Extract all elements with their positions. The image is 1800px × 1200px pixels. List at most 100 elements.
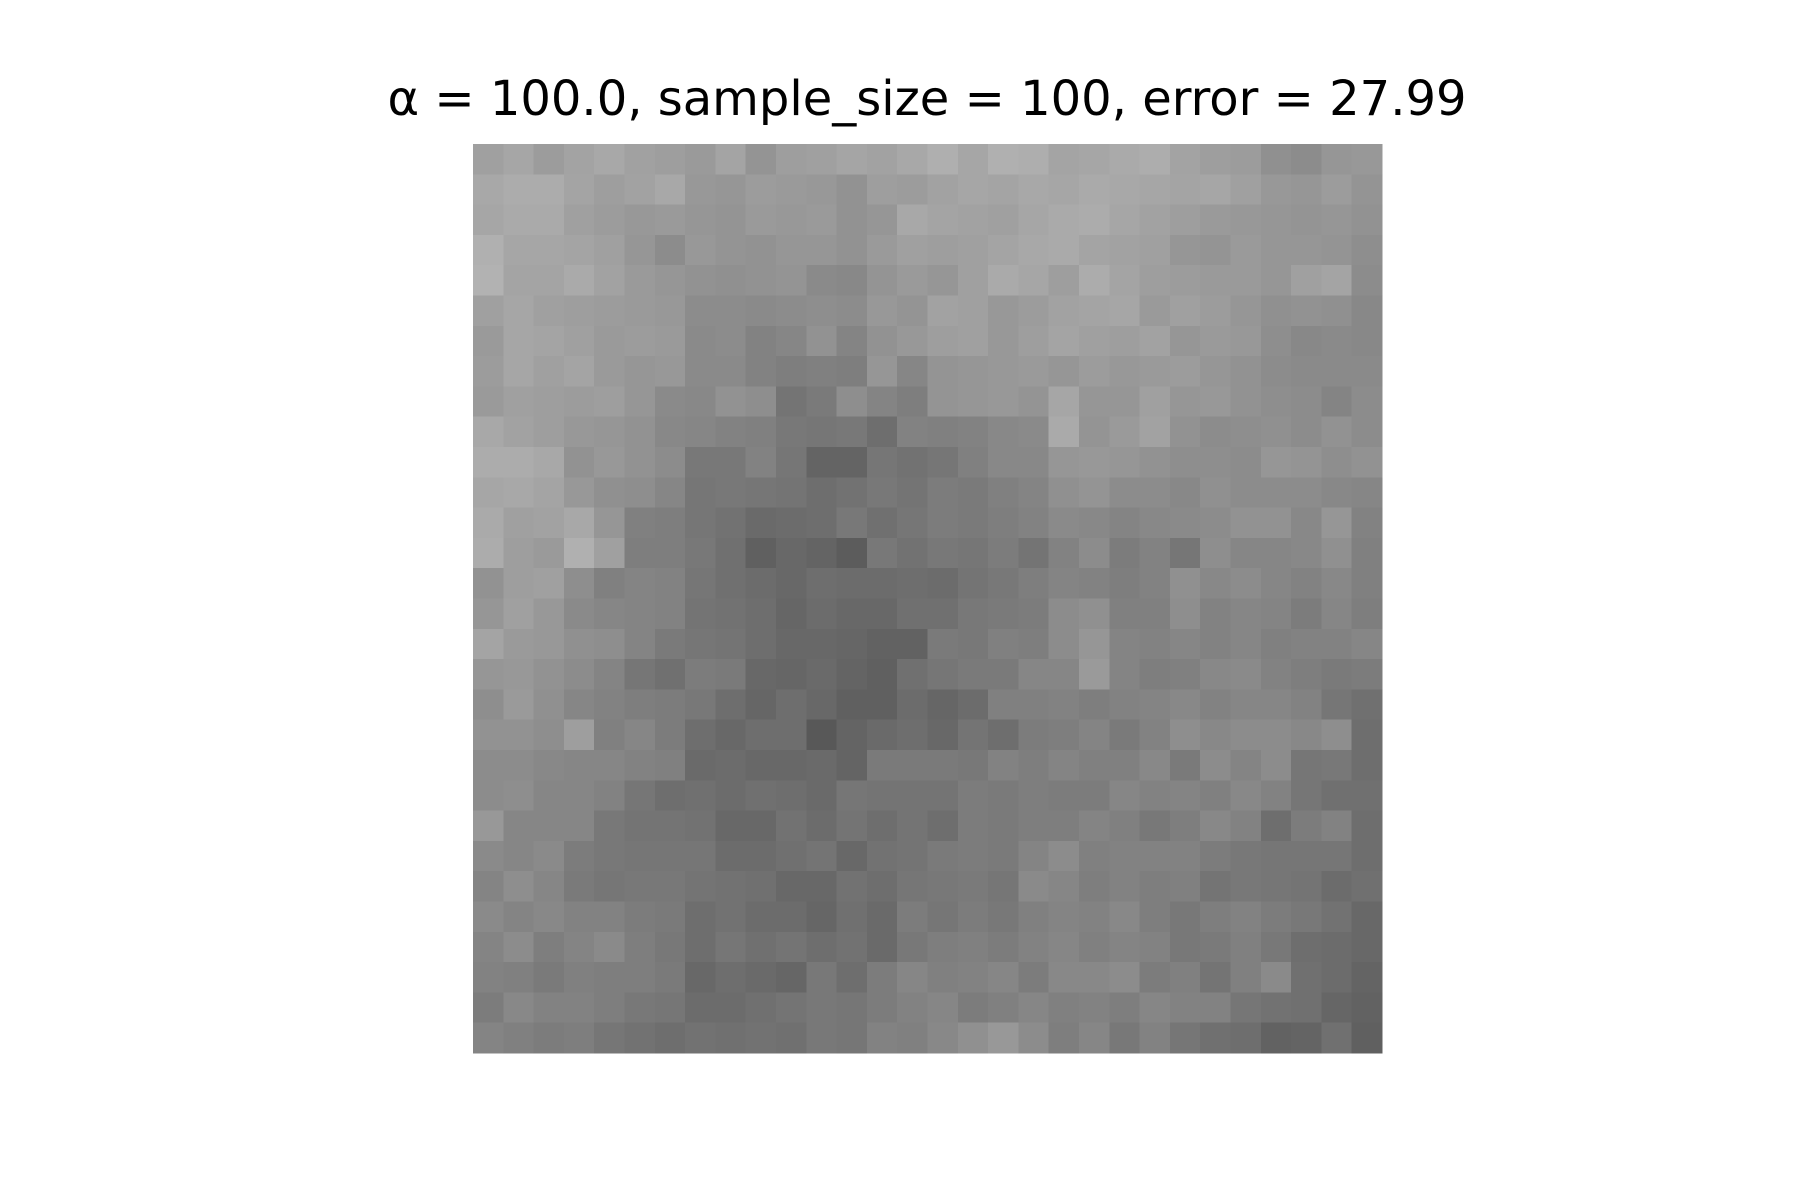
heatmap-cell bbox=[1169, 992, 1201, 1024]
heatmap-cell bbox=[1018, 507, 1050, 539]
heatmap-cell bbox=[988, 901, 1019, 933]
heatmap-cell bbox=[866, 295, 898, 327]
heatmap-cell bbox=[1018, 144, 1050, 175]
heatmap-cell bbox=[927, 628, 959, 660]
heatmap-cell bbox=[897, 537, 928, 569]
heatmap-cell bbox=[927, 507, 959, 539]
heatmap-cell bbox=[503, 780, 535, 812]
heatmap-cell bbox=[563, 901, 595, 933]
heatmap-cell bbox=[1230, 416, 1262, 448]
heatmap-cell bbox=[836, 628, 868, 660]
heatmap-cell bbox=[927, 1022, 959, 1054]
heatmap-cell bbox=[866, 386, 898, 418]
heatmap-cell bbox=[1109, 295, 1141, 327]
heatmap-cell bbox=[1321, 810, 1353, 842]
heatmap-cell bbox=[1109, 628, 1141, 660]
heatmap-cell bbox=[473, 689, 504, 721]
heatmap-cell bbox=[1260, 1022, 1292, 1054]
heatmap-cell bbox=[1109, 750, 1141, 781]
heatmap-cell bbox=[866, 568, 898, 599]
heatmap-cell bbox=[1351, 507, 1383, 539]
heatmap-cell bbox=[624, 962, 656, 993]
heatmap-cell bbox=[1079, 628, 1110, 660]
heatmap-cell bbox=[1291, 598, 1322, 630]
heatmap-cell bbox=[1291, 931, 1322, 963]
heatmap-cell bbox=[1048, 537, 1080, 569]
heatmap-cell bbox=[473, 780, 504, 812]
heatmap-cell bbox=[715, 901, 747, 933]
heatmap-cell bbox=[988, 174, 1019, 206]
heatmap-cell bbox=[1169, 628, 1201, 660]
heatmap-cell bbox=[1321, 295, 1353, 327]
heatmap-cell bbox=[594, 507, 625, 539]
heatmap-cell bbox=[927, 750, 959, 781]
heatmap-cell bbox=[685, 962, 716, 993]
heatmap-cell bbox=[776, 568, 807, 599]
heatmap-cell bbox=[897, 901, 928, 933]
heatmap-cell bbox=[1260, 780, 1292, 812]
heatmap-cell bbox=[533, 325, 565, 357]
heatmap-cell bbox=[503, 174, 535, 206]
heatmap-cell bbox=[1291, 356, 1322, 387]
heatmap-cell bbox=[503, 234, 535, 266]
heatmap-cell bbox=[654, 537, 686, 569]
heatmap-cell bbox=[806, 477, 838, 509]
heatmap-cell bbox=[563, 598, 595, 630]
heatmap-cell bbox=[1260, 628, 1292, 660]
heatmap-cell bbox=[654, 295, 686, 327]
heatmap-cell bbox=[685, 477, 716, 509]
heatmap-cell bbox=[988, 628, 1019, 660]
heatmap-cell bbox=[836, 265, 868, 296]
heatmap-cell bbox=[1018, 810, 1050, 842]
heatmap-cell bbox=[1079, 204, 1110, 236]
heatmap-cell bbox=[927, 719, 959, 751]
heatmap-cell bbox=[806, 295, 838, 327]
heatmap-cell bbox=[594, 477, 625, 509]
heatmap-cell bbox=[1079, 598, 1110, 630]
heatmap-cell bbox=[897, 356, 928, 387]
heatmap-cell bbox=[927, 447, 959, 478]
heatmap-cell bbox=[806, 871, 838, 902]
heatmap-cell bbox=[1200, 537, 1231, 569]
heatmap-cell bbox=[1079, 386, 1110, 418]
heatmap-cell bbox=[1079, 840, 1110, 872]
heatmap-cell bbox=[473, 750, 504, 781]
heatmap-cell bbox=[473, 447, 504, 478]
heatmap-cell bbox=[1048, 1022, 1080, 1054]
heatmap-cell bbox=[624, 174, 656, 206]
heatmap-cell bbox=[473, 719, 504, 751]
heatmap-cell bbox=[1079, 962, 1110, 993]
heatmap-cell bbox=[927, 840, 959, 872]
heatmap-cell bbox=[1291, 416, 1322, 448]
heatmap-cell bbox=[624, 871, 656, 902]
heatmap-cell bbox=[957, 265, 989, 296]
heatmap-cell bbox=[957, 992, 989, 1024]
heatmap-cell bbox=[806, 628, 838, 660]
heatmap-cell bbox=[927, 477, 959, 509]
heatmap-cell bbox=[836, 234, 868, 266]
heatmap-cell bbox=[1048, 447, 1080, 478]
heatmap-cell bbox=[1351, 659, 1383, 690]
heatmap-cell bbox=[594, 1022, 625, 1054]
heatmap-cell bbox=[1079, 931, 1110, 963]
heatmap-cell bbox=[715, 962, 747, 993]
heatmap-cell bbox=[715, 416, 747, 448]
heatmap-cell bbox=[1291, 810, 1322, 842]
heatmap-cell bbox=[1291, 265, 1322, 296]
heatmap-cell bbox=[776, 234, 807, 266]
heatmap-cell bbox=[563, 719, 595, 751]
heatmap-cell bbox=[1291, 174, 1322, 206]
heatmap-cell bbox=[563, 537, 595, 569]
heatmap-cell bbox=[927, 325, 959, 357]
heatmap-cell bbox=[685, 295, 716, 327]
heatmap-cell bbox=[563, 689, 595, 721]
heatmap-cell bbox=[806, 840, 838, 872]
heatmap-cell bbox=[988, 477, 1019, 509]
heatmap-cell bbox=[624, 234, 656, 266]
heatmap-cell bbox=[1230, 659, 1262, 690]
heatmap-cell bbox=[1169, 689, 1201, 721]
heatmap-cell bbox=[866, 992, 898, 1024]
heatmap-cell bbox=[624, 750, 656, 781]
heatmap-cell bbox=[715, 719, 747, 751]
heatmap-cell bbox=[1169, 750, 1201, 781]
